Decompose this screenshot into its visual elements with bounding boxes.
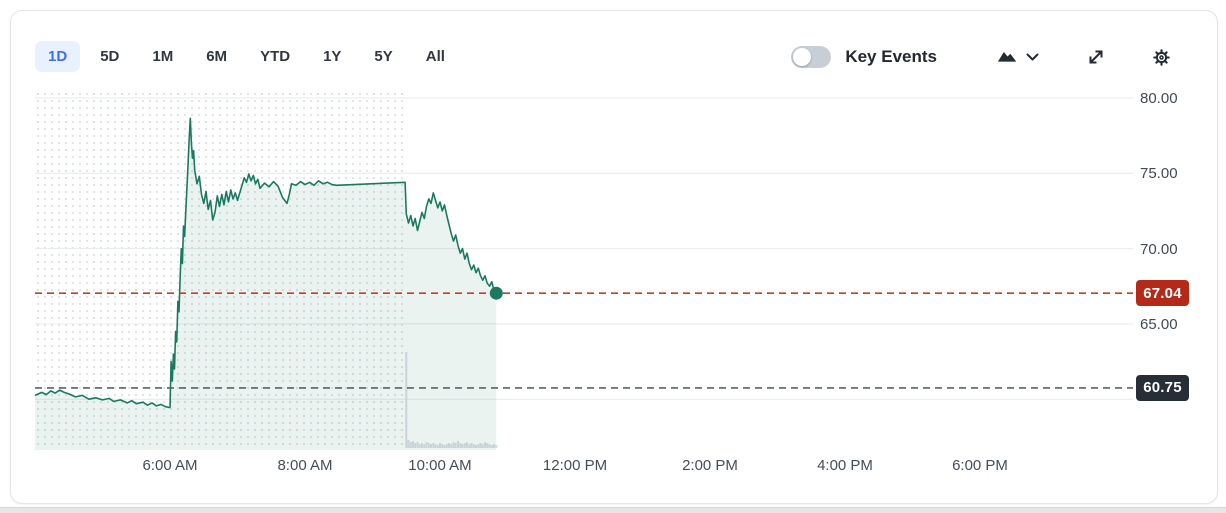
range-tab-1m[interactable]: 1M [139, 41, 186, 72]
range-tab-ytd[interactable]: YTD [247, 41, 303, 72]
y-tick-label: 65.00 [1140, 315, 1178, 333]
range-tab-6m[interactable]: 6M [193, 41, 240, 72]
range-tab-1d[interactable]: 1D [35, 41, 81, 72]
range-tab-all[interactable]: All [413, 41, 458, 72]
range-tab-1y[interactable]: 1Y [310, 41, 354, 72]
y-tick-label: 75.00 [1140, 165, 1178, 183]
expand-icon [1085, 46, 1107, 68]
x-tick-label: 8:00 AM [277, 457, 333, 474]
area-chart-icon [997, 46, 1019, 68]
current-price-badge: 67.04 [1136, 280, 1189, 307]
settings-button[interactable] [1151, 47, 1172, 68]
chart-type-button[interactable] [997, 46, 1039, 68]
previous-close-badge: 60.75 [1136, 374, 1189, 401]
settings-gear-icon [1151, 47, 1172, 68]
x-tick-label: 4:00 PM [817, 457, 873, 474]
range-tab-5y[interactable]: 5Y [361, 41, 405, 72]
x-tick-label: 6:00 AM [142, 457, 198, 474]
x-tick-label: 2:00 PM [682, 457, 738, 474]
chevron-down-icon [1026, 53, 1039, 62]
x-tick-label: 6:00 PM [952, 457, 1008, 474]
y-tick-label: 80.00 [1140, 90, 1178, 107]
fullscreen-button[interactable] [1085, 46, 1107, 68]
key-events-toggle[interactable] [791, 46, 832, 68]
y-tick-label: 70.00 [1140, 240, 1178, 258]
range-tabs: 1D 5D 1M 6M YTD 1Y 5Y All [35, 41, 458, 72]
range-tab-5d[interactable]: 5D [87, 41, 132, 72]
last-price-dot [489, 286, 503, 300]
chart-controls: Key Events [791, 41, 1172, 73]
x-tick-label: 10:00 AM [408, 457, 472, 474]
next-section-edge [0, 507, 1226, 513]
toggle-knob [793, 48, 812, 66]
x-tick-label: 12:00 PM [542, 457, 608, 474]
key-events-label: Key Events [845, 47, 937, 66]
